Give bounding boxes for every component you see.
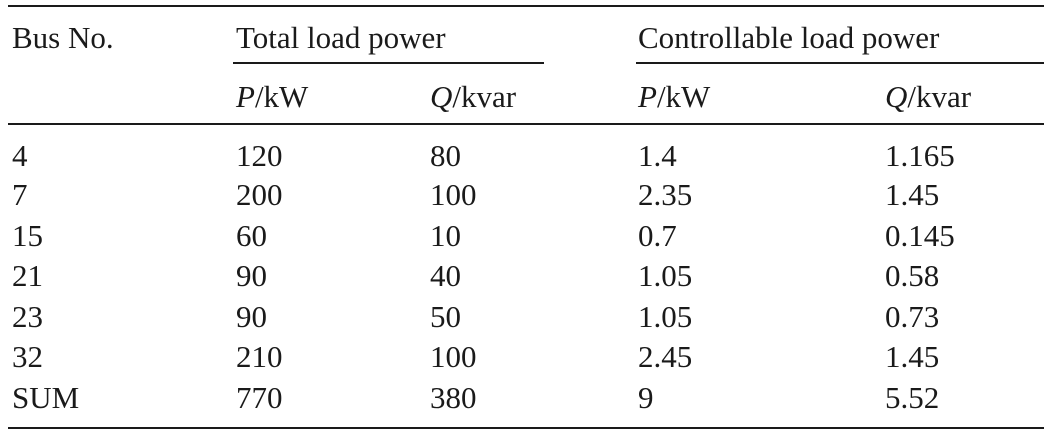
cell-total-p: 90 [236,299,267,334]
table-bottom-rule [8,427,1044,429]
header-total-q: Q/kvar [430,81,516,112]
controllable-group-rule [636,62,1044,64]
header-unit: /kW [254,79,309,114]
header-total-p: P/kW [236,81,308,112]
cell-total-q: 380 [430,380,477,415]
header-total-load-power: Total load power [236,20,446,55]
header-var: P [236,79,255,114]
cell-bus: 15 [12,218,43,253]
cell-controllable-q: 1.45 [885,339,940,374]
header-var: Q [885,79,908,114]
cell-controllable-p: 2.45 [638,339,693,374]
cell-total-p: 770 [236,380,283,415]
cell-total-p: 210 [236,339,283,374]
cell-bus: 7 [12,177,28,212]
cell-controllable-q: 1.165 [885,138,955,173]
cell-controllable-p: 0.7 [638,218,677,253]
cell-total-q: 50 [430,299,461,334]
cell-total-p: 200 [236,177,283,212]
header-unit: /kvar [907,79,972,114]
cell-controllable-q: 0.73 [885,299,940,334]
cell-controllable-p: 1.05 [638,299,693,334]
header-bottom-rule [8,123,1044,125]
header-controllable-load-power: Controllable load power [638,20,940,55]
cell-bus-sum: SUM [12,380,80,415]
cell-controllable-p: 1.05 [638,258,693,293]
cell-controllable-q: 1.45 [885,177,940,212]
cell-controllable-p: 1.4 [638,138,677,173]
cell-controllable-p: 2.35 [638,177,693,212]
cell-total-q: 80 [430,138,461,173]
cell-total-q: 10 [430,218,461,253]
header-var: P [638,79,657,114]
cell-bus: 4 [12,138,28,173]
header-var: Q [430,79,453,114]
header-unit: /kW [656,79,711,114]
header-bus-no: Bus No. [12,20,114,55]
cell-controllable-q: 0.58 [885,258,940,293]
cell-total-p: 120 [236,138,283,173]
cell-bus: 23 [12,299,43,334]
cell-bus: 21 [12,258,43,293]
cell-controllable-q: 0.145 [885,218,955,253]
total-group-rule [233,62,544,64]
header-controllable-p: P/kW [638,81,710,112]
cell-total-q: 40 [430,258,461,293]
cell-total-q: 100 [430,339,477,374]
cell-bus: 32 [12,339,43,374]
cell-controllable-q: 5.52 [885,380,940,415]
header-controllable-q: Q/kvar [885,81,971,112]
cell-total-p: 60 [236,218,267,253]
cell-controllable-p: 9 [638,380,654,415]
header-unit: /kvar [452,79,517,114]
table-top-rule [8,5,1044,7]
cell-total-p: 90 [236,258,267,293]
cell-total-q: 100 [430,177,477,212]
